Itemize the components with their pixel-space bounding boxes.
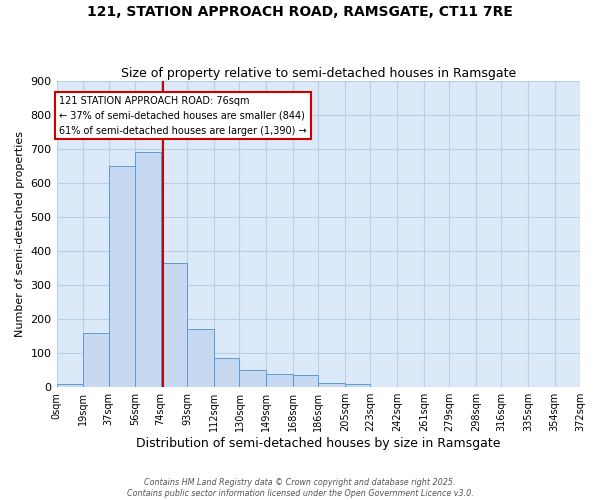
Bar bbox=[214, 358, 239, 387]
Bar bbox=[318, 383, 345, 387]
Bar bbox=[136, 152, 161, 387]
Text: 121, STATION APPROACH ROAD, RAMSGATE, CT11 7RE: 121, STATION APPROACH ROAD, RAMSGATE, CT… bbox=[87, 5, 513, 19]
Bar bbox=[266, 374, 293, 387]
Y-axis label: Number of semi-detached properties: Number of semi-detached properties bbox=[15, 131, 25, 337]
Bar bbox=[56, 384, 83, 387]
Bar bbox=[187, 330, 214, 387]
Bar bbox=[83, 332, 109, 387]
Bar bbox=[109, 166, 136, 387]
Text: Contains HM Land Registry data © Crown copyright and database right 2025.
Contai: Contains HM Land Registry data © Crown c… bbox=[127, 478, 473, 498]
Bar bbox=[239, 370, 266, 387]
Text: 121 STATION APPROACH ROAD: 76sqm
← 37% of semi-detached houses are smaller (844): 121 STATION APPROACH ROAD: 76sqm ← 37% o… bbox=[59, 96, 307, 136]
X-axis label: Distribution of semi-detached houses by size in Ramsgate: Distribution of semi-detached houses by … bbox=[136, 437, 500, 450]
Title: Size of property relative to semi-detached houses in Ramsgate: Size of property relative to semi-detach… bbox=[121, 66, 516, 80]
Bar bbox=[345, 384, 370, 387]
Bar bbox=[293, 376, 318, 387]
Bar bbox=[161, 263, 187, 387]
